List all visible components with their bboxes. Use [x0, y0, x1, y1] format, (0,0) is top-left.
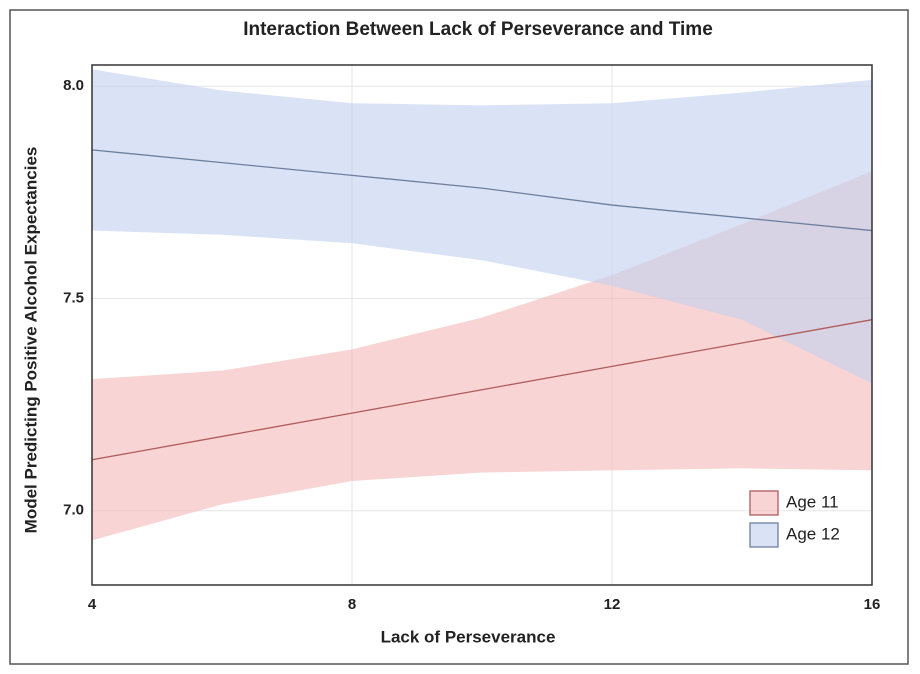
x-axis-title: Lack of Perseverance [381, 627, 556, 646]
legend-label: Age 12 [786, 524, 840, 543]
x-tick-label: 12 [604, 596, 621, 613]
plot-border [91, 64, 873, 586]
y-tick-label: 8.0 [63, 77, 84, 94]
confidence-band [92, 69, 872, 384]
x-tick-label: 8 [348, 596, 356, 613]
series-line [91, 319, 873, 461]
x-tick-label: 4 [88, 596, 97, 613]
legend-swatch [749, 522, 779, 548]
legend-label: Age 11 [786, 492, 839, 511]
legend-swatch [749, 490, 779, 516]
chart-title: Interaction Between Lack of Perseverance… [243, 19, 713, 40]
y-axis-title: Model Predicting Positive Alcohol Expect… [21, 147, 40, 534]
x-tick-label: 16 [864, 596, 881, 613]
series-line [91, 149, 873, 232]
y-tick-label: 7.0 [63, 502, 84, 519]
y-tick-label: 7.5 [63, 289, 84, 306]
